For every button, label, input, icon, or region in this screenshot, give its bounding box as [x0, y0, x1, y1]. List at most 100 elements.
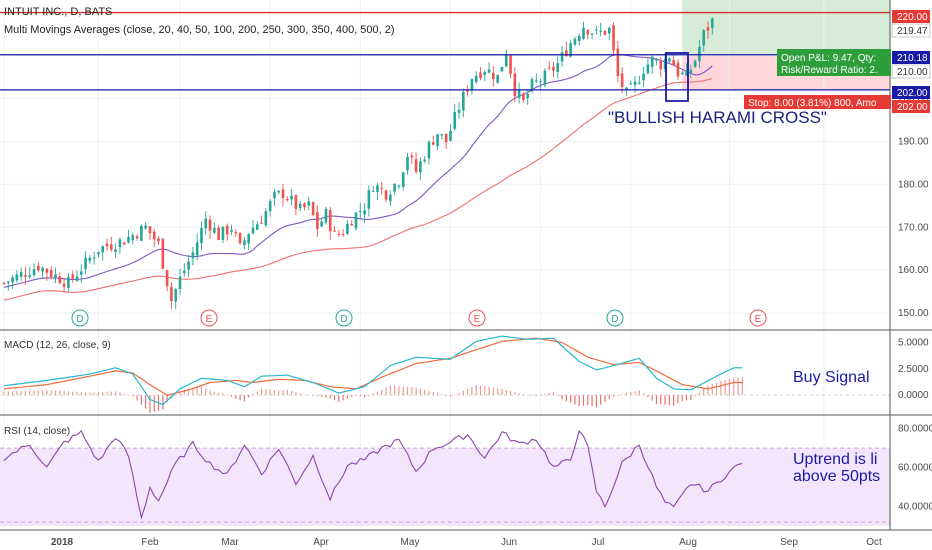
- target-zone: [682, 0, 890, 55]
- earnings-marker[interactable]: E: [200, 309, 218, 327]
- macd-hist-bar: [127, 395, 130, 396]
- uptrend-annotation-line2: above 50pts: [793, 468, 880, 485]
- candle-body: [569, 43, 572, 57]
- macd-hist-bar: [37, 390, 39, 396]
- time-axis[interactable]: 2018 Feb Mar Apr May Jun Jul Aug Sep Oct: [51, 537, 882, 548]
- candle-body: [496, 74, 499, 83]
- macd-hist-bar: [84, 392, 87, 396]
- candle-body: [204, 218, 208, 229]
- candle-body: [161, 238, 165, 269]
- macd-hist-bar: [222, 393, 224, 396]
- macd-hist-bar: [673, 395, 675, 406]
- candle-body: [273, 191, 276, 199]
- stop-text: Stop: 8.00 (3.81%) 800, Amo: [748, 98, 877, 109]
- macd-hist-bar: [432, 392, 434, 396]
- candle-body: [303, 203, 306, 208]
- candle-body: [410, 155, 414, 158]
- macd-hist-bar: [132, 395, 134, 397]
- candle-body: [152, 231, 156, 240]
- pattern-annotation: "BULLISH HARAMI CROSS": [608, 108, 827, 127]
- candle-body: [543, 70, 547, 85]
- macd-hist-bar: [591, 395, 593, 407]
- candle-body: [414, 159, 418, 172]
- candle-body: [58, 276, 62, 284]
- macd-hist-bar: [733, 377, 735, 396]
- candle-body: [685, 70, 688, 76]
- time-tick-label: Apr: [313, 537, 329, 548]
- macd-hist-bar: [72, 391, 74, 396]
- macd-hist-bar: [471, 386, 473, 396]
- candle-body: [444, 133, 448, 143]
- candle-body: [689, 69, 693, 74]
- time-tick-label: Jun: [501, 537, 517, 548]
- candle-body: [41, 267, 44, 272]
- candle-body: [191, 252, 195, 259]
- candle-body: [165, 270, 169, 286]
- dividend-marker[interactable]: D: [71, 309, 89, 327]
- candle-body: [710, 18, 714, 28]
- macd-histogram: [3, 377, 743, 413]
- macd-hist-bar: [123, 393, 125, 396]
- candle-body: [616, 48, 620, 76]
- event-marker-label: D: [76, 314, 83, 325]
- macd-hist-bar: [316, 395, 318, 397]
- macd-hist-bar: [3, 391, 5, 396]
- macd-hist-bar: [213, 391, 215, 396]
- candle-body: [354, 212, 358, 229]
- macd-pane[interactable]: [0, 335, 890, 413]
- macd-hist-bar: [385, 387, 387, 396]
- macd-hist-bar: [333, 395, 336, 401]
- macd-hist-bar: [252, 393, 254, 396]
- candle-body: [311, 202, 315, 216]
- price-axis[interactable]: 150.00160.00170.00180.00190.00200.00220.…: [891, 10, 932, 513]
- macd-hist-bar: [406, 386, 409, 396]
- macd-hist-bar: [737, 377, 739, 396]
- candle-body: [251, 227, 255, 234]
- macd-hist-bar: [720, 381, 722, 396]
- rsi-pane[interactable]: [0, 429, 890, 526]
- macd-hist-bar: [398, 386, 400, 396]
- macd-hist-bar: [303, 394, 306, 396]
- macd-hist-bar: [312, 395, 314, 396]
- macd-hist-bar: [20, 390, 22, 396]
- macd-hist-bar: [655, 395, 658, 405]
- candle-body: [122, 242, 126, 245]
- macd-hist-bar: [621, 394, 623, 396]
- macd-hist-bar: [544, 393, 546, 396]
- price-tick-label: 160.00: [898, 265, 929, 276]
- time-tick-label: 2018: [51, 537, 74, 548]
- event-marker-label: D: [340, 314, 347, 325]
- candle-body: [522, 93, 525, 100]
- macd-hist-bar: [346, 395, 349, 399]
- candle-body: [590, 33, 594, 35]
- candle-body: [479, 72, 482, 79]
- candle-body: [170, 286, 173, 302]
- dividend-marker[interactable]: D: [335, 309, 353, 327]
- candle-body: [552, 66, 555, 71]
- macd-hist-bar: [402, 386, 404, 396]
- horizontal-levels[interactable]: [0, 11, 890, 91]
- macd-hist-bar: [643, 393, 645, 396]
- candle-body: [67, 276, 70, 289]
- candle-body: [346, 223, 349, 234]
- price-label-badge: 210.00: [891, 64, 931, 79]
- candle-body: [595, 29, 598, 31]
- candle-body: [423, 159, 426, 162]
- time-tick-label: Oct: [866, 537, 882, 548]
- price-tick-label: 150.00: [898, 308, 929, 319]
- candle-body: [135, 236, 139, 239]
- dividend-marker[interactable]: D: [606, 309, 624, 327]
- macd-hist-bar: [587, 395, 589, 406]
- price-label-text: 210.00: [897, 67, 928, 78]
- macd-hist-bar: [200, 386, 203, 396]
- macd-hist-bar: [501, 388, 503, 396]
- earnings-marker[interactable]: E: [749, 309, 767, 327]
- candle-body: [316, 212, 319, 229]
- candle-body: [676, 62, 680, 77]
- macd-hist-bar: [196, 387, 198, 396]
- earnings-marker[interactable]: E: [468, 309, 486, 327]
- macd-hist-bar: [381, 389, 383, 396]
